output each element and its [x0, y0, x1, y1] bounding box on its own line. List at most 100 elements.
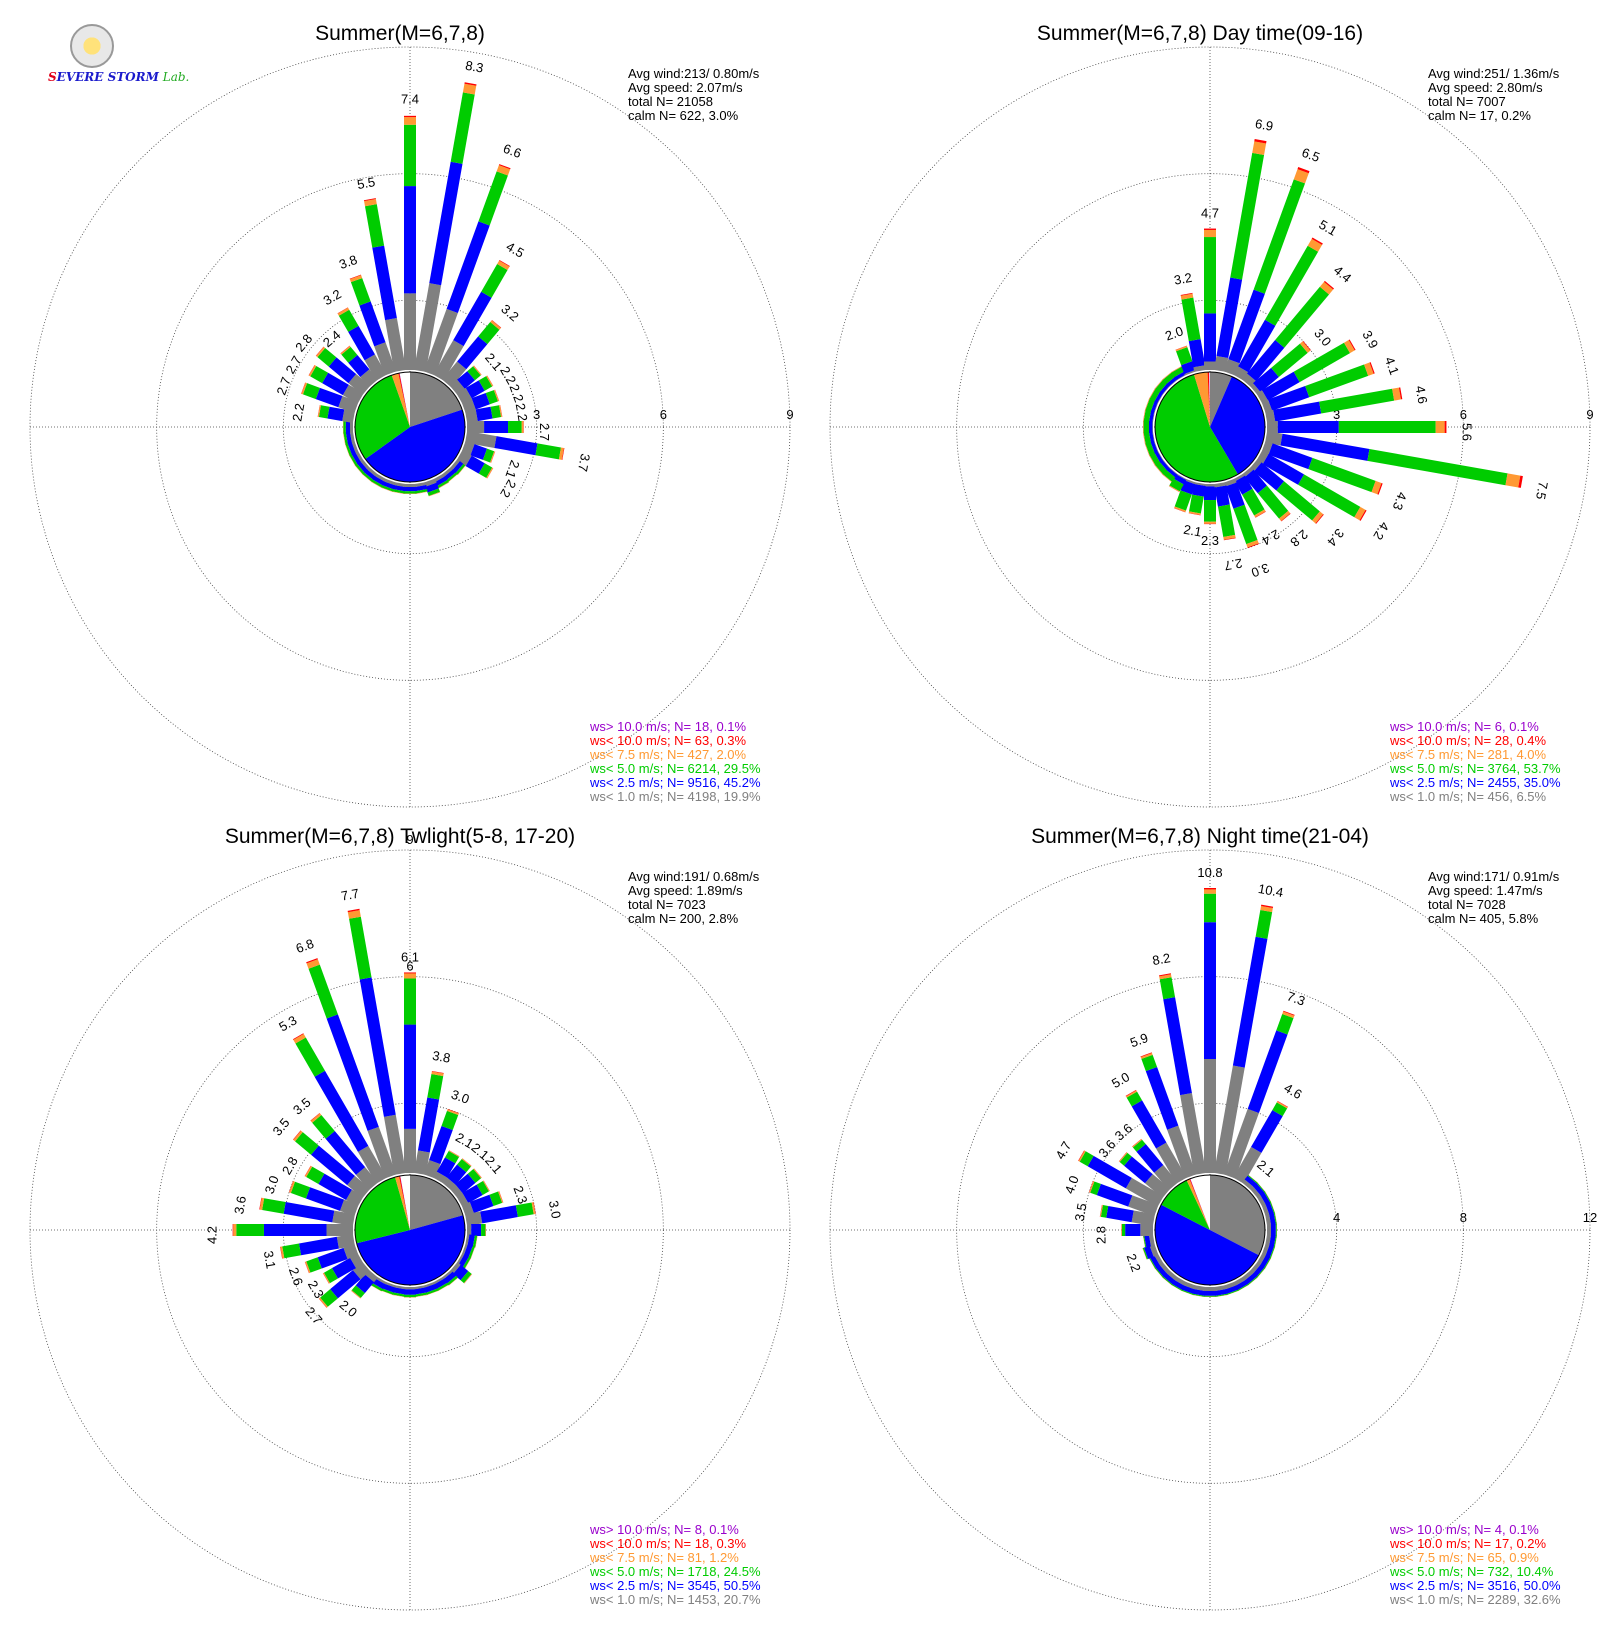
bar-segment	[259, 1197, 265, 1211]
bar-segment	[1248, 1174, 1258, 1183]
direction-bar	[442, 1269, 459, 1286]
bar-segment	[1143, 432, 1146, 445]
bar-segment	[1264, 1191, 1272, 1202]
direction-bar	[1142, 1243, 1159, 1260]
bar-segment	[349, 275, 363, 283]
wind-rose-panel: 3 6 9 Summer(M=6,7,8) Avg wind:213/ 0.80m/sA…	[29, 22, 794, 808]
bar-segment	[404, 484, 416, 487]
ring-label: 6	[1460, 407, 1467, 422]
bar-value-label: 4.3	[1390, 490, 1410, 512]
bar-segment	[469, 1194, 494, 1214]
bar-segment	[1230, 152, 1265, 280]
bar-segment	[315, 387, 343, 408]
bar-segment	[456, 1253, 465, 1265]
bar-value-label: 3.1	[261, 1250, 279, 1270]
pie-slice	[1189, 1178, 1210, 1230]
bar-segment	[498, 1191, 504, 1203]
direction-bar	[1142, 409, 1155, 424]
bar-segment	[417, 1097, 440, 1153]
bar-segment	[1260, 905, 1273, 913]
direction-bar	[467, 1224, 486, 1236]
pie-slice	[1207, 372, 1210, 427]
bar-segment	[433, 340, 464, 381]
bar-segment	[374, 473, 387, 482]
bar-segment	[364, 204, 385, 248]
bar-segment	[1192, 1294, 1205, 1297]
bar-segment	[349, 430, 355, 444]
pie-slice	[356, 1215, 466, 1286]
bar-segment	[476, 1180, 489, 1195]
bar-segment	[295, 1132, 319, 1155]
direction-bar	[449, 459, 466, 475]
direction-bar	[1162, 1269, 1178, 1286]
bar-segment	[404, 972, 416, 974]
bar-segment	[1279, 510, 1291, 521]
bar-segment	[1142, 1248, 1147, 1260]
direction-bar	[1099, 1204, 1155, 1227]
bar-segment	[350, 421, 353, 433]
bar-segment	[442, 466, 454, 477]
bar-segment	[1149, 421, 1153, 433]
bar-segment	[295, 1037, 325, 1077]
bar-segment	[1131, 1100, 1167, 1149]
bar-segment	[1152, 421, 1154, 433]
bar-segment	[1143, 421, 1144, 433]
bar-segment	[434, 1278, 448, 1289]
bar-segment	[1174, 490, 1192, 511]
bar-value-label: 2.2	[289, 402, 307, 422]
bar-segment	[381, 1288, 394, 1295]
direction-bar	[288, 1181, 359, 1217]
bar-segment	[306, 959, 320, 969]
bar-segment	[1269, 1201, 1275, 1214]
direction-bar	[433, 1276, 449, 1292]
bar-segment	[348, 325, 375, 361]
direction-bar	[1148, 1253, 1164, 1269]
bar-segment	[1148, 1233, 1155, 1247]
bar-segment	[1267, 1224, 1271, 1236]
bar-segment	[1162, 469, 1176, 482]
direction-bar	[1223, 167, 1310, 376]
bar-segment	[1213, 482, 1227, 488]
bar-segment	[1268, 385, 1310, 411]
bar-segment	[531, 1202, 536, 1215]
bar-segment	[336, 1233, 355, 1249]
ring-label: 8	[1460, 1210, 1467, 1225]
bar-segment	[1249, 383, 1261, 395]
pie-slice	[395, 1176, 410, 1230]
bar-segment	[351, 440, 359, 454]
direction-bar	[322, 1253, 364, 1284]
bar-segment	[364, 469, 377, 481]
bar-segment	[298, 1236, 339, 1256]
bar-segment	[521, 421, 524, 433]
ring-label: 3	[1333, 407, 1340, 422]
ring-label: 9	[786, 407, 793, 422]
bar-segment	[1265, 1201, 1274, 1215]
bar-segment	[1377, 483, 1383, 495]
wind-rose-panel: 4 8 12 Summer(M=6,7,8) Night time(21-04) Avg…	[829, 825, 1597, 1611]
bar-segment	[462, 83, 477, 95]
bar-segment	[1242, 1179, 1254, 1191]
direction-bar	[337, 307, 387, 381]
bar-value-label: 7.5	[1533, 480, 1551, 500]
pie-slice	[1209, 372, 1210, 427]
bar-segment	[478, 322, 500, 345]
bar-segment	[392, 1292, 405, 1297]
bar-segment	[347, 910, 361, 919]
bar-segment	[1148, 455, 1156, 466]
bar-segment	[1223, 534, 1236, 540]
bar-segment	[332, 1210, 355, 1227]
direction-bar	[292, 1033, 387, 1184]
bar-segment	[350, 278, 371, 306]
bar-segment	[470, 1247, 476, 1259]
bar-segment	[1159, 973, 1171, 977]
legend-entry: ws> 10.0 m/s; N= 6, 0.1%	[1389, 719, 1539, 734]
direction-bar	[308, 364, 364, 404]
bar-segment	[1140, 1052, 1152, 1058]
bar-segment	[473, 365, 482, 376]
bar-segment	[1256, 1182, 1266, 1193]
bar-value-label: 3.2	[1173, 270, 1193, 288]
direction-bar	[1140, 1052, 1197, 1179]
bar-segment	[364, 198, 377, 207]
bar-segment	[343, 432, 348, 445]
direction-bar	[1204, 228, 1216, 370]
